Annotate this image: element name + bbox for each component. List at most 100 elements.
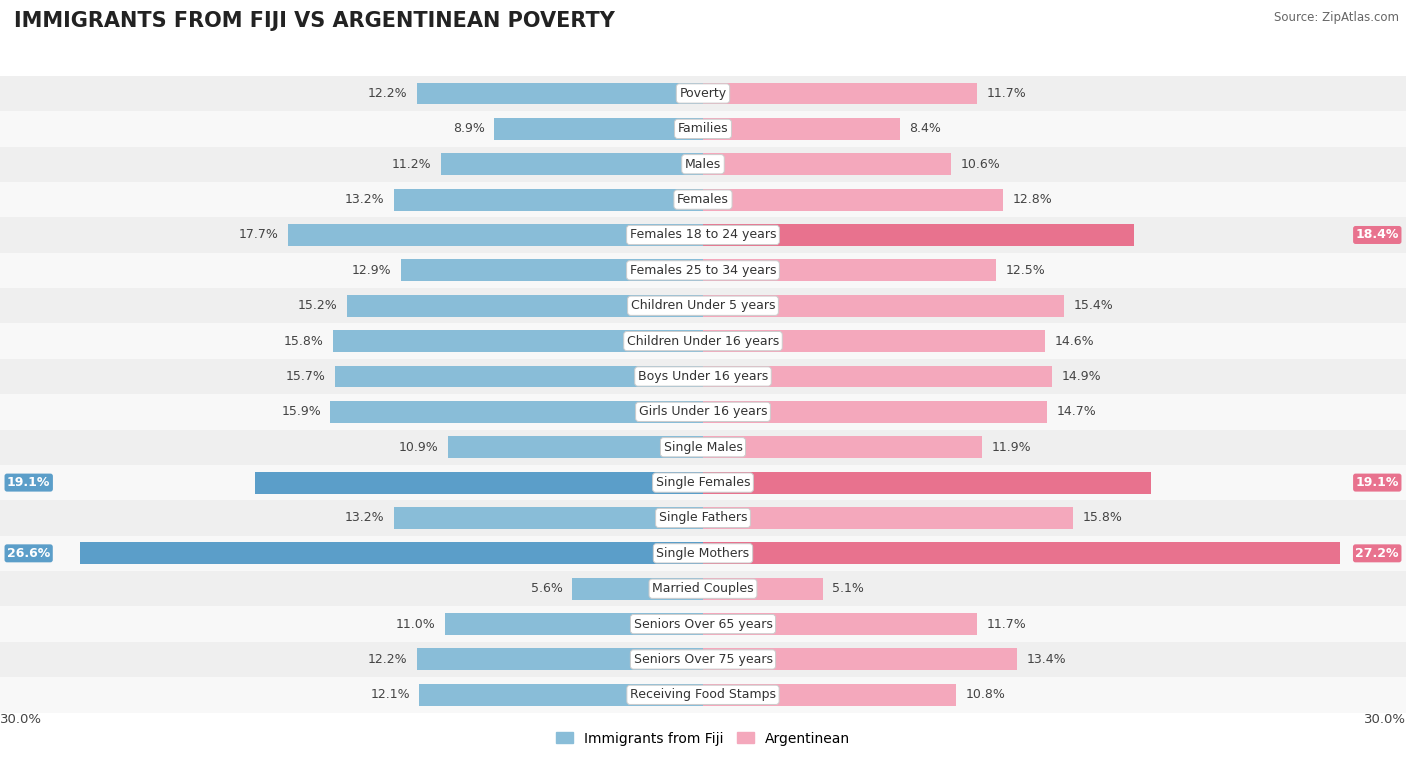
Bar <box>703 684 956 706</box>
Bar <box>0 571 1406 606</box>
Bar <box>572 578 703 600</box>
Bar <box>0 324 1406 359</box>
Bar <box>333 330 703 352</box>
Bar <box>256 471 703 493</box>
Text: Girls Under 16 years: Girls Under 16 years <box>638 406 768 418</box>
Text: Females 25 to 34 years: Females 25 to 34 years <box>630 264 776 277</box>
Bar <box>0 465 1406 500</box>
Bar <box>447 437 703 458</box>
Text: 12.2%: 12.2% <box>368 653 408 666</box>
Bar <box>703 153 952 175</box>
Text: Single Fathers: Single Fathers <box>659 512 747 525</box>
Text: 30.0%: 30.0% <box>0 713 42 725</box>
Text: 14.6%: 14.6% <box>1054 334 1094 348</box>
Text: 11.2%: 11.2% <box>391 158 432 171</box>
Bar <box>0 430 1406 465</box>
Text: Boys Under 16 years: Boys Under 16 years <box>638 370 768 383</box>
Text: 13.4%: 13.4% <box>1026 653 1066 666</box>
Bar <box>703 189 1002 211</box>
Bar <box>330 401 703 423</box>
Bar <box>0 606 1406 642</box>
Text: 5.6%: 5.6% <box>530 582 562 595</box>
Text: 15.4%: 15.4% <box>1073 299 1114 312</box>
Text: 12.2%: 12.2% <box>368 87 408 100</box>
Text: Families: Families <box>678 122 728 136</box>
Text: 14.9%: 14.9% <box>1062 370 1101 383</box>
Bar <box>288 224 703 246</box>
Bar <box>394 507 703 529</box>
Text: Males: Males <box>685 158 721 171</box>
Bar <box>703 578 823 600</box>
Bar <box>0 500 1406 536</box>
Bar <box>0 642 1406 677</box>
Text: 15.7%: 15.7% <box>285 370 326 383</box>
Text: 15.9%: 15.9% <box>281 406 321 418</box>
Text: 12.8%: 12.8% <box>1012 193 1052 206</box>
Bar <box>80 543 703 564</box>
Text: 10.9%: 10.9% <box>398 440 439 454</box>
Text: Seniors Over 65 years: Seniors Over 65 years <box>634 618 772 631</box>
Bar <box>440 153 703 175</box>
Text: 15.2%: 15.2% <box>298 299 337 312</box>
Text: 15.8%: 15.8% <box>284 334 323 348</box>
Text: Single Males: Single Males <box>664 440 742 454</box>
Bar <box>703 83 977 105</box>
Text: 13.2%: 13.2% <box>344 193 384 206</box>
Text: 12.5%: 12.5% <box>1005 264 1045 277</box>
Text: 27.2%: 27.2% <box>1355 547 1399 560</box>
Bar <box>703 543 1340 564</box>
Bar <box>0 182 1406 218</box>
Text: Source: ZipAtlas.com: Source: ZipAtlas.com <box>1274 11 1399 24</box>
Bar <box>347 295 703 317</box>
Text: IMMIGRANTS FROM FIJI VS ARGENTINEAN POVERTY: IMMIGRANTS FROM FIJI VS ARGENTINEAN POVE… <box>14 11 614 31</box>
Text: 11.9%: 11.9% <box>991 440 1031 454</box>
Text: 12.1%: 12.1% <box>370 688 411 701</box>
Bar <box>419 684 703 706</box>
Bar <box>446 613 703 635</box>
Text: 18.4%: 18.4% <box>1355 228 1399 242</box>
Bar <box>703 330 1045 352</box>
Bar <box>0 76 1406 111</box>
Bar <box>0 359 1406 394</box>
Bar <box>703 259 995 281</box>
Bar <box>418 83 703 105</box>
Text: 5.1%: 5.1% <box>832 582 863 595</box>
Bar <box>495 118 703 139</box>
Text: Females: Females <box>678 193 728 206</box>
Text: Poverty: Poverty <box>679 87 727 100</box>
Bar <box>0 288 1406 324</box>
Text: Single Females: Single Females <box>655 476 751 489</box>
Bar <box>703 224 1135 246</box>
Bar <box>703 437 981 458</box>
Bar <box>703 118 900 139</box>
Text: 10.6%: 10.6% <box>960 158 1001 171</box>
Text: 8.9%: 8.9% <box>453 122 485 136</box>
Text: 8.4%: 8.4% <box>910 122 941 136</box>
Text: 17.7%: 17.7% <box>239 228 278 242</box>
Bar <box>0 146 1406 182</box>
Text: 12.9%: 12.9% <box>352 264 391 277</box>
Text: 10.8%: 10.8% <box>966 688 1005 701</box>
Text: Seniors Over 75 years: Seniors Over 75 years <box>634 653 772 666</box>
Text: 11.7%: 11.7% <box>987 618 1026 631</box>
Text: 11.0%: 11.0% <box>396 618 436 631</box>
Text: 26.6%: 26.6% <box>7 547 51 560</box>
Bar <box>703 649 1017 670</box>
Bar <box>703 401 1047 423</box>
Text: 19.1%: 19.1% <box>7 476 51 489</box>
Bar <box>703 507 1073 529</box>
Bar <box>703 365 1052 387</box>
Bar <box>401 259 703 281</box>
Text: Children Under 16 years: Children Under 16 years <box>627 334 779 348</box>
Bar <box>703 471 1150 493</box>
Bar <box>335 365 703 387</box>
Bar <box>0 218 1406 252</box>
Text: Single Mothers: Single Mothers <box>657 547 749 560</box>
Text: Children Under 5 years: Children Under 5 years <box>631 299 775 312</box>
Text: Married Couples: Married Couples <box>652 582 754 595</box>
Bar <box>0 536 1406 571</box>
Text: 19.1%: 19.1% <box>1355 476 1399 489</box>
Bar <box>394 189 703 211</box>
Bar <box>0 252 1406 288</box>
Bar <box>0 677 1406 713</box>
